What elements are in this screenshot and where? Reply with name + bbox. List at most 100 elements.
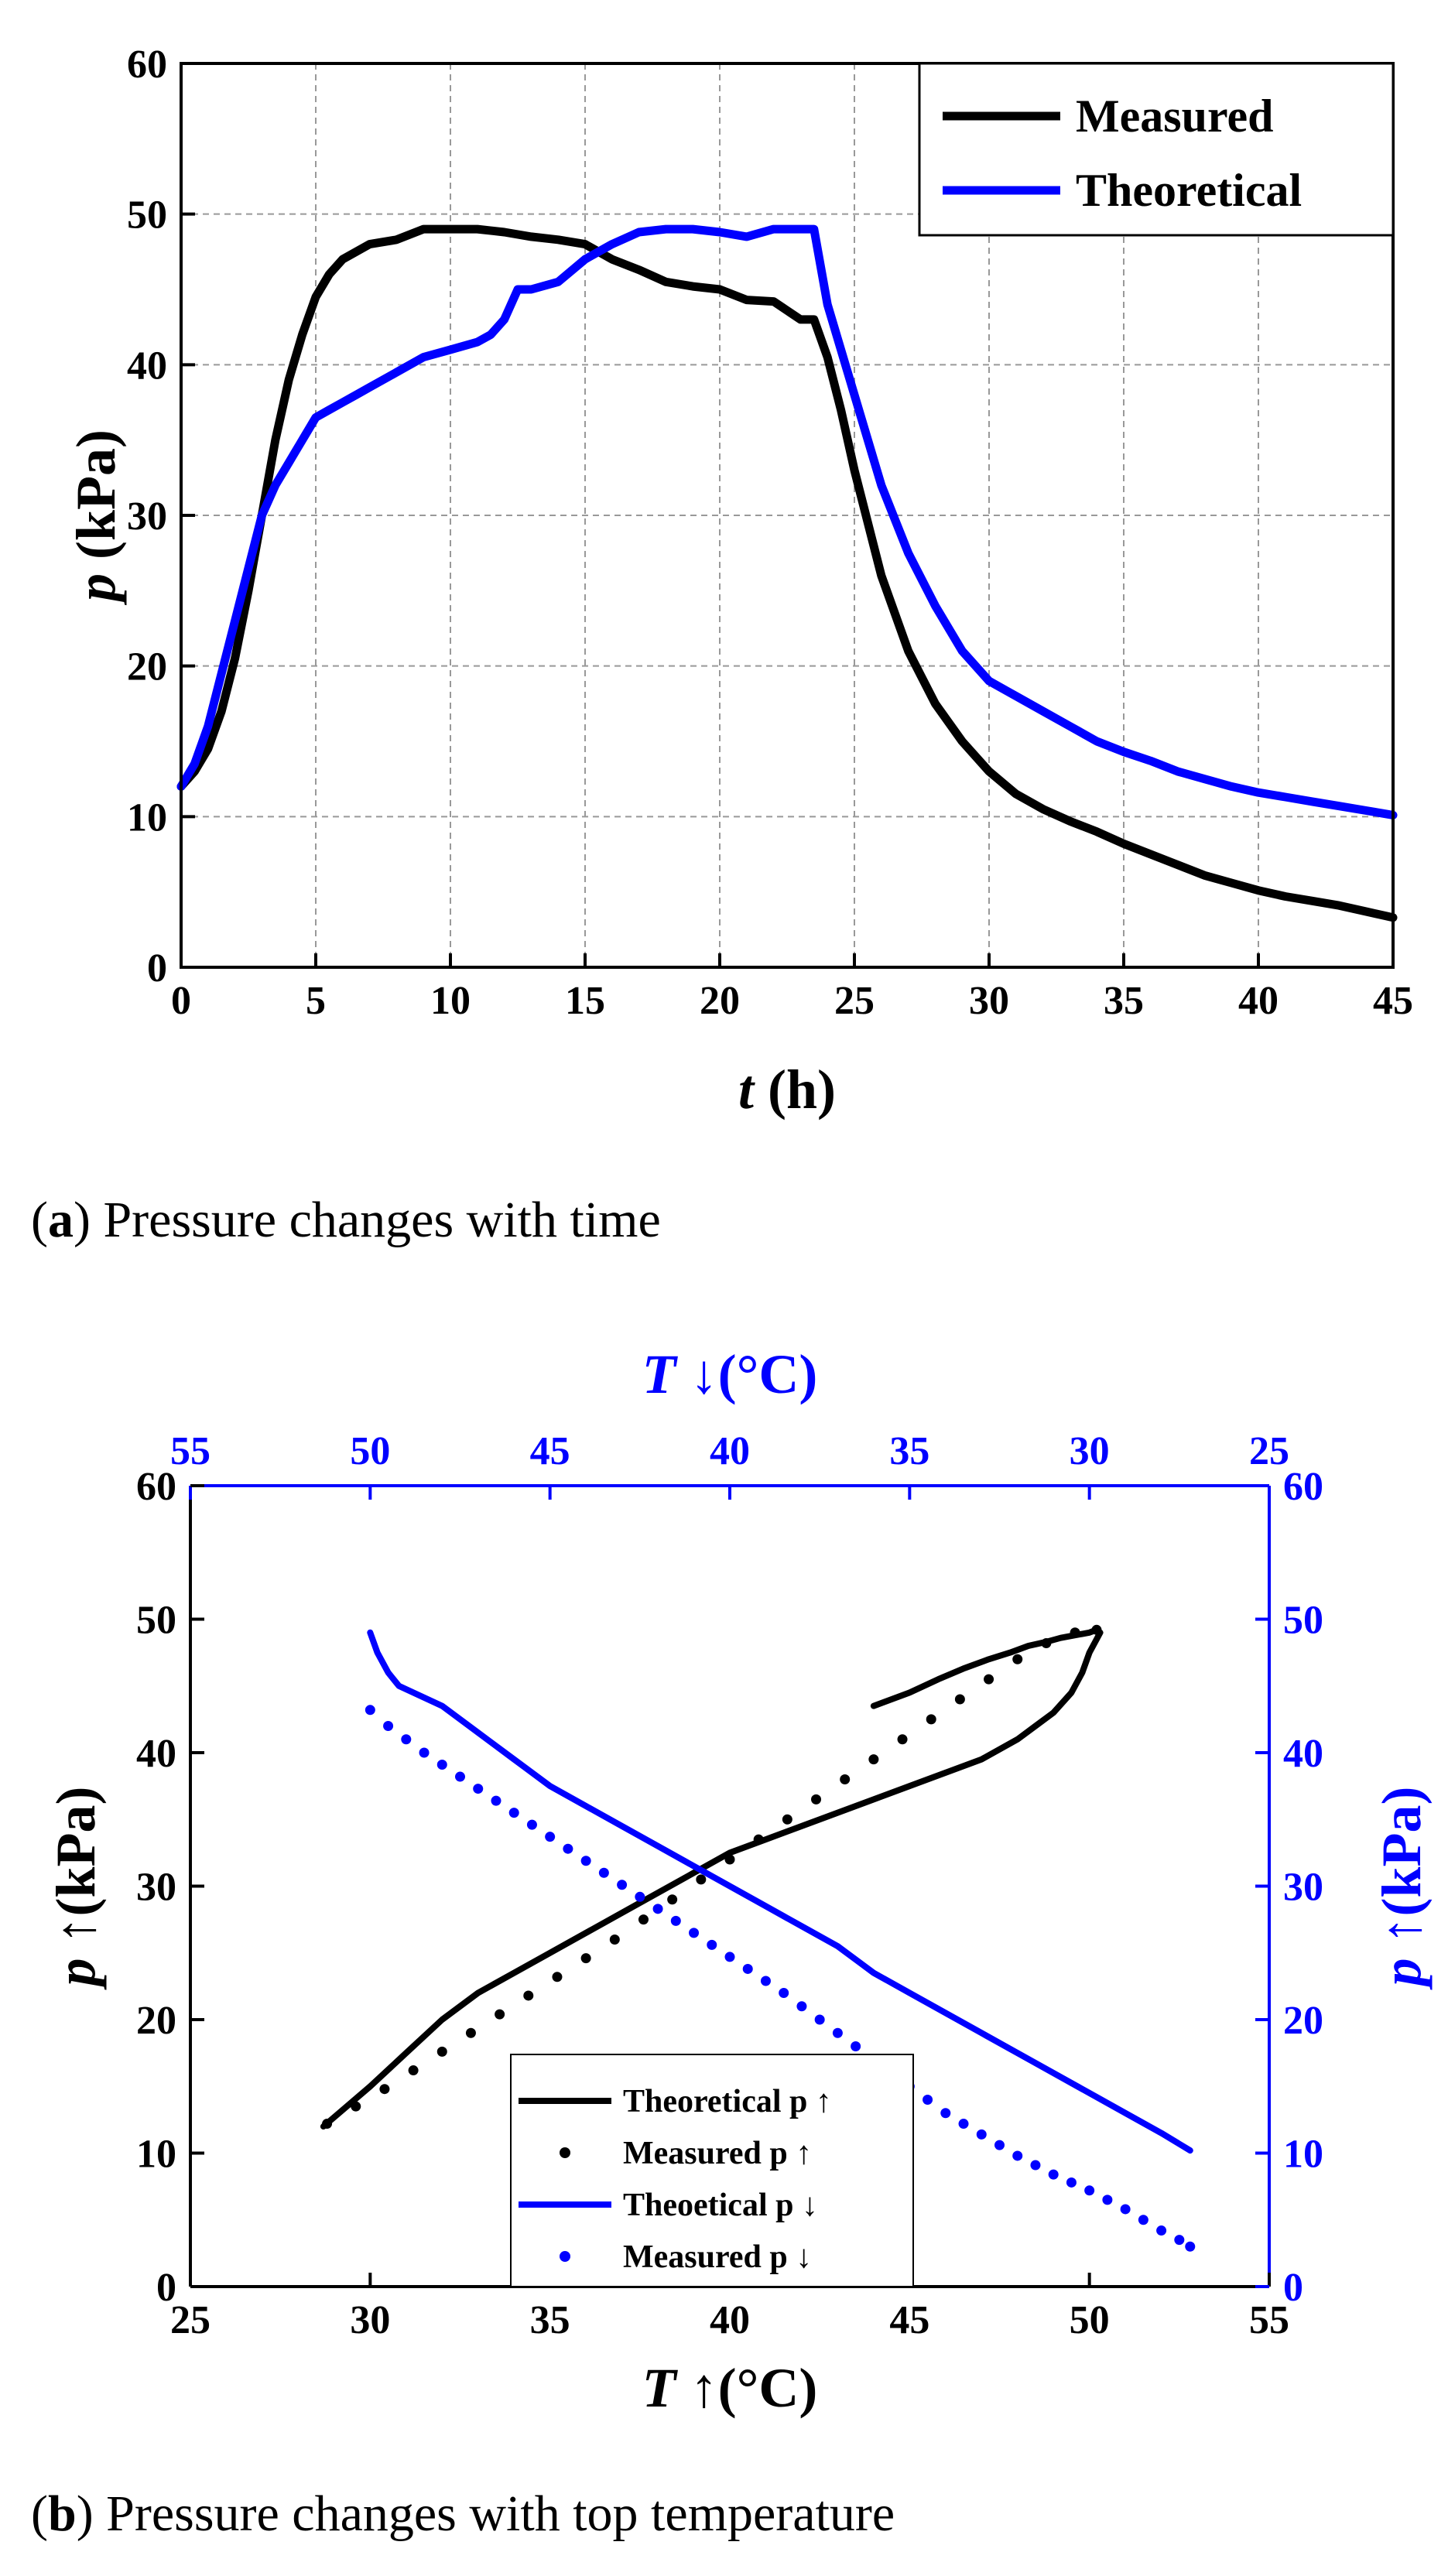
legend-swatch bbox=[560, 2251, 570, 2262]
data-point bbox=[495, 2009, 505, 2020]
legend-label: Theoretical p ↑ bbox=[623, 2084, 832, 2119]
left-tick-label: 30 bbox=[136, 1866, 176, 1910]
data-point bbox=[667, 1894, 678, 1905]
data-point bbox=[1012, 2150, 1023, 2161]
right-tick-label: 10 bbox=[1283, 2133, 1323, 2177]
data-point bbox=[1185, 2241, 1196, 2252]
x-tick-label: 35 bbox=[1104, 979, 1144, 1023]
legend: Theoretical p ↑ Measured p ↑ Theoetical p … bbox=[510, 2054, 914, 2287]
data-point bbox=[753, 1834, 764, 1845]
data-point bbox=[782, 1814, 792, 1825]
data-point bbox=[851, 2041, 861, 2051]
bottom-tick-label: 35 bbox=[530, 2298, 570, 2342]
left-tick-label: 50 bbox=[136, 1599, 176, 1643]
right-tick-label: 50 bbox=[1283, 1599, 1323, 1643]
data-point bbox=[779, 1988, 789, 1998]
data-point bbox=[1120, 2204, 1131, 2215]
data-point bbox=[1070, 1627, 1080, 1638]
data-point bbox=[984, 1674, 994, 1685]
left-tick-label: 40 bbox=[136, 1732, 176, 1776]
y-tick-label: 50 bbox=[127, 193, 167, 238]
y-tick-label: 40 bbox=[127, 344, 167, 388]
data-point bbox=[926, 1714, 936, 1725]
data-point bbox=[379, 2084, 390, 2095]
data-point bbox=[580, 1856, 591, 1866]
bottom-tick-label: 30 bbox=[350, 2298, 390, 2342]
data-point bbox=[617, 1880, 628, 1890]
data-point bbox=[652, 1904, 663, 1914]
data-point bbox=[1174, 2235, 1185, 2246]
data-point bbox=[954, 1694, 965, 1705]
data-point bbox=[365, 1705, 375, 1716]
right-tick-label: 40 bbox=[1283, 1732, 1323, 1776]
data-point bbox=[523, 1990, 534, 2001]
data-point bbox=[897, 1734, 908, 1745]
legend-label: Measured p ↑ bbox=[623, 2136, 812, 2171]
x-tick-label: 40 bbox=[1238, 979, 1279, 1023]
y-tick-label: 0 bbox=[147, 946, 167, 990]
x-tick-label: 25 bbox=[834, 979, 875, 1023]
data-point bbox=[526, 1819, 537, 1830]
data-point bbox=[408, 2065, 419, 2076]
top-tick-label: 50 bbox=[350, 1429, 390, 1473]
data-point bbox=[491, 1795, 501, 1806]
top-tick-label: 40 bbox=[710, 1429, 750, 1473]
y-axis-title: p (kPa) bbox=[65, 429, 127, 606]
top-tick-label: 55 bbox=[170, 1429, 211, 1473]
right-tick-label: 20 bbox=[1283, 1999, 1323, 2043]
data-point bbox=[1156, 2225, 1167, 2236]
left-tick-label: 0 bbox=[156, 2266, 176, 2310]
top-tick-label: 35 bbox=[889, 1429, 929, 1473]
data-point bbox=[811, 1794, 822, 1805]
series-line-theoretical bbox=[176, 224, 1398, 819]
legend-label: Theoretical bbox=[1076, 165, 1302, 216]
bottom-tick-label: 45 bbox=[889, 2298, 929, 2342]
bottom-tick-label: 40 bbox=[710, 2298, 750, 2342]
data-point bbox=[401, 1734, 412, 1745]
y-tick-label: 30 bbox=[127, 494, 167, 539]
caption-b: (b) Pressure changes with top temperatur… bbox=[31, 2485, 895, 2542]
bottom-axis-title: T ↑(°C) bbox=[642, 2357, 818, 2419]
data-point bbox=[940, 2108, 951, 2119]
chart-a: 0 5 10 15 20 25 30 35 40 45 0 10 20 30 40 50 60 t (h) p (k… bbox=[65, 43, 1413, 1120]
data-point bbox=[436, 1760, 447, 1770]
x-tick-label: 0 bbox=[171, 979, 191, 1023]
right-tick-label: 60 bbox=[1283, 1465, 1323, 1509]
left-axis-title: p ↑(kPa) bbox=[45, 1787, 107, 1991]
data-point bbox=[724, 1952, 735, 1962]
data-point bbox=[436, 2046, 447, 2057]
legend-label: Measured p ↓ bbox=[623, 2239, 812, 2275]
x-tick-label: 30 bbox=[969, 979, 1009, 1023]
data-point bbox=[760, 1976, 771, 1986]
y-tick-label: 20 bbox=[127, 645, 167, 689]
data-point bbox=[958, 2119, 969, 2130]
data-point bbox=[465, 2027, 476, 2038]
left-tick-label: 10 bbox=[136, 2133, 176, 2177]
data-point bbox=[724, 1854, 735, 1865]
data-point bbox=[1102, 2195, 1113, 2205]
x-tick-label: 5 bbox=[306, 979, 326, 1023]
top-tick-label: 25 bbox=[1249, 1429, 1289, 1473]
data-point bbox=[635, 1891, 645, 1902]
data-point bbox=[609, 1935, 620, 1945]
data-point bbox=[976, 2129, 987, 2140]
data-point bbox=[696, 1874, 707, 1885]
data-point bbox=[473, 1784, 484, 1794]
x-tick-label: 10 bbox=[430, 979, 471, 1023]
data-point bbox=[638, 1914, 649, 1925]
data-point bbox=[580, 1953, 591, 1964]
legend-label: Theoetical p ↓ bbox=[623, 2188, 818, 2223]
x-tick-label: 20 bbox=[700, 979, 740, 1023]
data-point bbox=[383, 1721, 394, 1731]
data-point bbox=[419, 1747, 430, 1758]
bottom-tick-label: 25 bbox=[170, 2298, 211, 2342]
data-point bbox=[545, 1832, 556, 1842]
y-tick-label: 60 bbox=[127, 43, 167, 87]
series-line bbox=[320, 1627, 1104, 2130]
data-point bbox=[1048, 2169, 1059, 2180]
left-tick-label: 60 bbox=[136, 1465, 176, 1509]
data-point bbox=[670, 1915, 681, 1926]
data-point bbox=[814, 2014, 825, 2025]
